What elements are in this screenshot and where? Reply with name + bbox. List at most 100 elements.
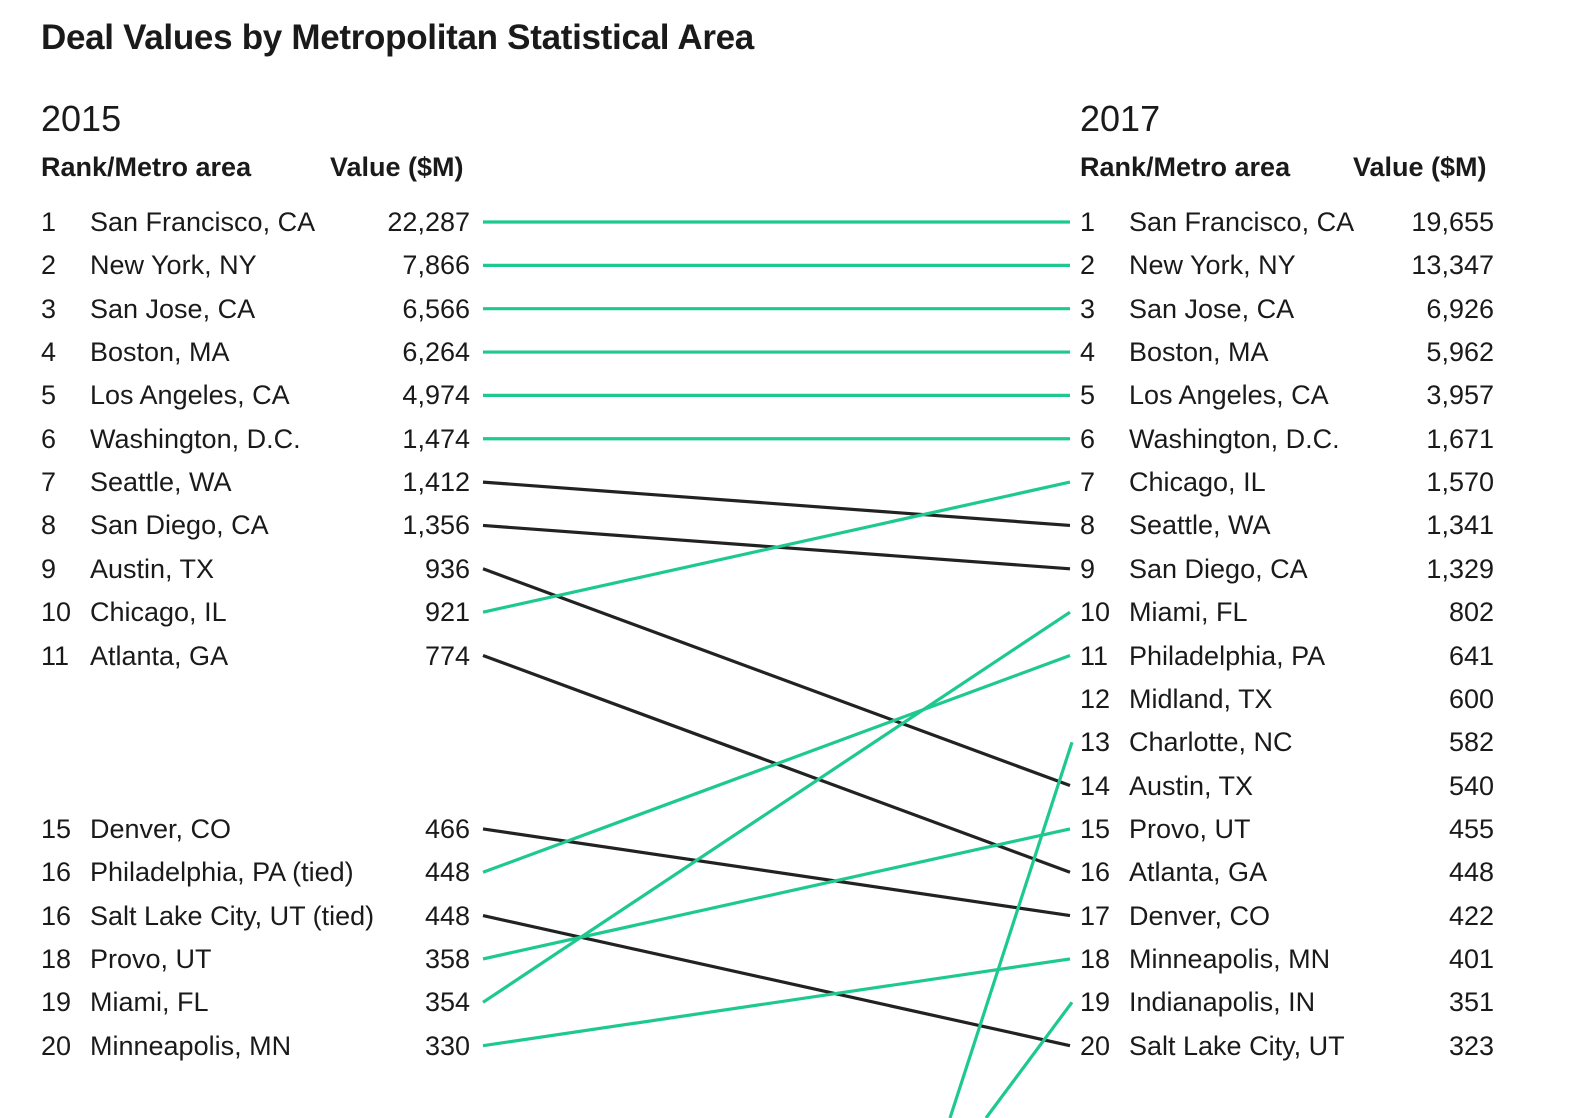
slope-line-11 bbox=[482, 827, 1071, 918]
right-rank-3: 3 bbox=[1080, 293, 1096, 324]
left-year-label: 2015 bbox=[41, 98, 122, 139]
right-rank-5: 5 bbox=[1080, 380, 1096, 411]
left-value: 22,287 bbox=[387, 207, 470, 237]
left-rank-20: 20 bbox=[41, 1030, 72, 1061]
left-metro: Washington, D.C. bbox=[90, 423, 301, 454]
left-rank-6: 6 bbox=[41, 423, 57, 454]
left-value: 1,356 bbox=[402, 510, 470, 541]
right-rank-16: 16 bbox=[1080, 857, 1111, 888]
right-value: 5,962 bbox=[1426, 337, 1494, 368]
right-rank-9: 9 bbox=[1080, 553, 1096, 584]
right-rank-6: 6 bbox=[1080, 423, 1096, 454]
slope-line-8 bbox=[482, 567, 1071, 788]
right-metro: San Jose, CA bbox=[1129, 293, 1295, 324]
left-metro: Miami, FL bbox=[90, 987, 209, 1018]
right-value: 1,329 bbox=[1426, 553, 1494, 584]
left-metro: San Diego, CA bbox=[90, 510, 269, 541]
left-rank-15: 15 bbox=[41, 813, 72, 844]
right-rank-17: 17 bbox=[1080, 900, 1111, 931]
left-metro: Chicago, IL bbox=[90, 597, 227, 628]
left-value: 6,566 bbox=[402, 293, 470, 324]
right-value: 19,655 bbox=[1411, 207, 1494, 237]
left-rank-4: 4 bbox=[41, 337, 57, 368]
left-metro: San Jose, CA bbox=[90, 293, 256, 324]
right-rank-19: 19 bbox=[1080, 987, 1111, 1018]
right-rank-10: 10 bbox=[1080, 597, 1111, 628]
right-metro: Charlotte, NC bbox=[1129, 727, 1293, 758]
left-metro: Seattle, WA bbox=[90, 467, 232, 498]
slope-line-6 bbox=[482, 480, 1071, 528]
left-value: 448 bbox=[424, 857, 470, 888]
right-value: 351 bbox=[1448, 987, 1494, 1018]
left-rank-16: 16 bbox=[41, 857, 72, 888]
left-metro: New York, NY bbox=[90, 250, 257, 281]
left-value: 466 bbox=[424, 813, 470, 844]
left-metro: San Francisco, CA bbox=[90, 207, 316, 237]
right-rank-7: 7 bbox=[1080, 467, 1096, 498]
slope-line-17 bbox=[948, 741, 1074, 1118]
left-rank-header: Rank/Metro area bbox=[41, 152, 252, 182]
right-rank-20: 20 bbox=[1080, 1030, 1111, 1061]
left-rank-19: 19 bbox=[41, 987, 72, 1018]
right-metro: Indianapolis, IN bbox=[1129, 987, 1316, 1018]
left-rank-1: 1 bbox=[41, 207, 57, 237]
left-value: 1,412 bbox=[402, 467, 470, 498]
right-rank-13: 13 bbox=[1080, 727, 1111, 758]
right-value: 323 bbox=[1448, 1030, 1494, 1061]
right-year-label: 2017 bbox=[1080, 98, 1161, 139]
right-rank-12: 12 bbox=[1080, 683, 1111, 714]
left-rank-2: 2 bbox=[41, 250, 57, 281]
slope-line-15 bbox=[482, 610, 1071, 1004]
left-metro: Minneapolis, MN bbox=[90, 1030, 292, 1061]
slope-line-13 bbox=[482, 914, 1071, 1048]
left-value: 1,474 bbox=[402, 423, 470, 454]
right-metro: Austin, TX bbox=[1129, 770, 1254, 801]
right-value-header: Value ($M) bbox=[1353, 152, 1487, 182]
right-rank-4: 4 bbox=[1080, 337, 1096, 368]
left-metro: Los Angeles, CA bbox=[90, 380, 290, 411]
right-value: 582 bbox=[1448, 727, 1494, 758]
left-rank-8: 8 bbox=[41, 510, 57, 541]
right-metro: Philadelphia, PA bbox=[1129, 640, 1326, 671]
right-metro: New York, NY bbox=[1129, 250, 1296, 281]
left-rank-3: 3 bbox=[41, 293, 57, 324]
left-rank-18: 18 bbox=[41, 943, 72, 974]
right-value: 455 bbox=[1448, 813, 1494, 844]
right-value: 3,957 bbox=[1426, 380, 1494, 411]
right-value: 448 bbox=[1448, 857, 1494, 888]
right-rank-14: 14 bbox=[1080, 770, 1111, 801]
chart-title: Deal Values by Metropolitan Statistical … bbox=[41, 18, 754, 57]
left-rank-9: 9 bbox=[41, 553, 57, 584]
left-metro: Boston, MA bbox=[90, 337, 230, 368]
right-rank-15: 15 bbox=[1080, 813, 1111, 844]
right-value: 1,570 bbox=[1426, 467, 1494, 498]
left-value: 921 bbox=[424, 597, 470, 628]
slope-line-16 bbox=[482, 957, 1071, 1048]
right-rank-1: 1 bbox=[1080, 207, 1096, 237]
slope-line-14 bbox=[482, 827, 1071, 961]
right-metro: Miami, FL bbox=[1129, 597, 1248, 628]
right-rank-header: Rank/Metro area bbox=[1080, 152, 1291, 182]
left-metro: Philadelphia, PA (tied) bbox=[90, 857, 354, 888]
right-value: 13,347 bbox=[1411, 250, 1494, 281]
slope-line-9 bbox=[482, 480, 1071, 614]
left-value: 7,866 bbox=[402, 250, 470, 281]
right-rank-2: 2 bbox=[1080, 250, 1096, 281]
left-rank-11: 11 bbox=[41, 640, 70, 671]
slope-line-12 bbox=[482, 653, 1071, 874]
right-value: 1,341 bbox=[1426, 510, 1494, 541]
right-metro: Atlanta, GA bbox=[1129, 857, 1268, 888]
left-value: 358 bbox=[424, 943, 470, 974]
left-value: 448 bbox=[424, 900, 470, 931]
right-value: 401 bbox=[1448, 943, 1494, 974]
right-metro: Boston, MA bbox=[1129, 337, 1269, 368]
right-value: 540 bbox=[1448, 770, 1494, 801]
right-metro: Provo, UT bbox=[1129, 813, 1251, 844]
left-value: 774 bbox=[424, 640, 470, 671]
left-value-header: Value ($M) bbox=[330, 152, 464, 182]
left-metro: Provo, UT bbox=[90, 943, 212, 974]
right-rank-11: 11 bbox=[1080, 640, 1109, 671]
left-value: 4,974 bbox=[402, 380, 470, 411]
left-metro: Atlanta, GA bbox=[90, 640, 229, 671]
